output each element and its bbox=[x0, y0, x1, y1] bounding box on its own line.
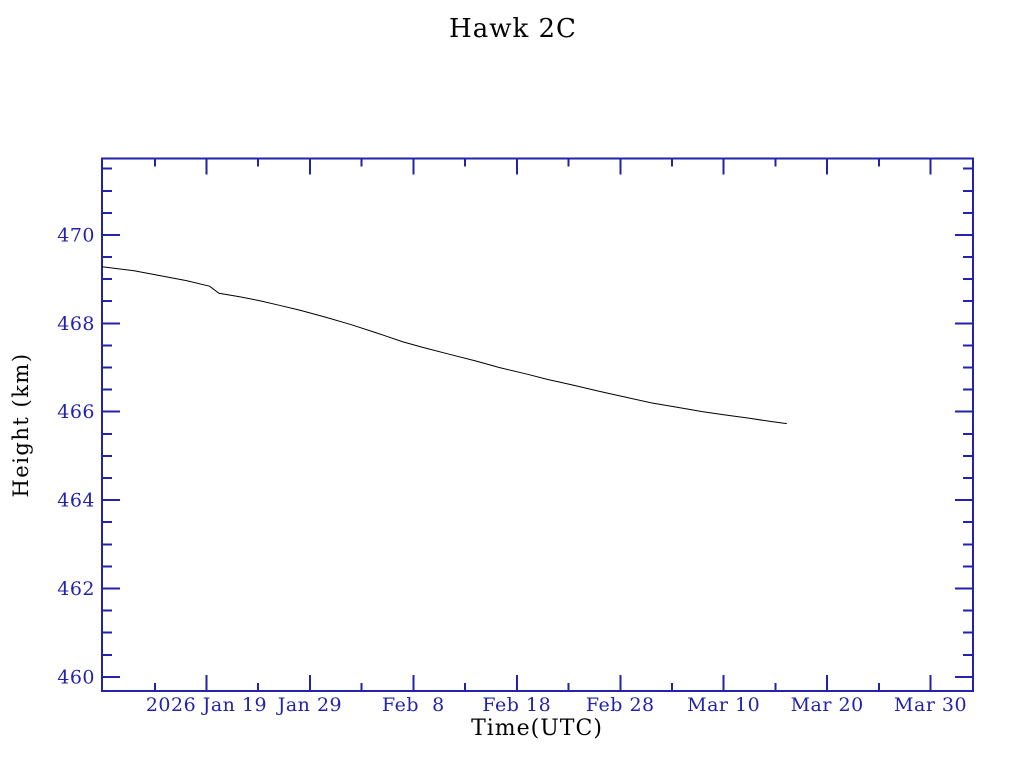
x-tick-label: Mar 20 bbox=[791, 694, 864, 716]
x-tick-label: Feb 8 bbox=[382, 694, 445, 716]
x-tick-label: 2026 Jan 19 bbox=[146, 694, 267, 716]
data-line bbox=[101, 266, 787, 425]
chart-title: Hawk 2C bbox=[449, 14, 577, 44]
y-tick-label: 468 bbox=[57, 313, 95, 335]
x-tick-label: Jan 29 bbox=[276, 694, 342, 716]
y-tick-label: 464 bbox=[57, 490, 95, 512]
x-tick-label: Feb 28 bbox=[586, 694, 655, 716]
axis-box bbox=[101, 157, 974, 692]
y-tick-label: 460 bbox=[57, 666, 95, 688]
x-tick-label: Mar 30 bbox=[894, 694, 967, 716]
y-tick-label: 470 bbox=[57, 224, 95, 246]
y-tick-label: 466 bbox=[57, 401, 95, 423]
x-tick-label: Feb 18 bbox=[482, 694, 551, 716]
x-tick-label: Mar 10 bbox=[687, 694, 760, 716]
y-tick-label: 462 bbox=[57, 578, 95, 600]
x-axis-label: Time(UTC) bbox=[471, 716, 603, 741]
